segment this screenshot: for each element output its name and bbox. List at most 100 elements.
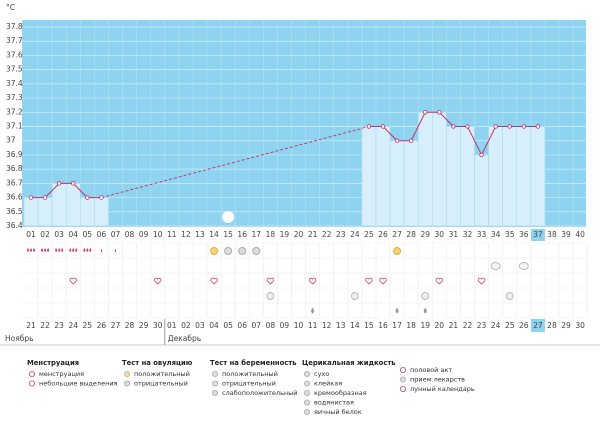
- menstruation-icon: [86, 248, 89, 252]
- temperature-point: [380, 124, 386, 129]
- x-tick-label: 30: [435, 230, 445, 239]
- intercourse-icon: [210, 277, 218, 285]
- date-label: 16: [378, 321, 388, 330]
- legend-icon: [28, 370, 35, 377]
- date-label: 17: [392, 321, 402, 330]
- legend-item: небольшие выделения: [39, 380, 118, 388]
- x-tick-label: 26: [378, 230, 388, 239]
- menstruation-icon: [55, 248, 58, 252]
- legend-icon: [399, 366, 406, 373]
- y-tick-label: 36.4: [6, 221, 23, 230]
- temperature-point: [56, 181, 62, 186]
- x-tick-label: 16: [237, 230, 247, 239]
- temperature-line: [31, 182, 102, 199]
- y-tick-label: 37.2: [6, 107, 23, 116]
- date-label: 20: [435, 321, 445, 330]
- date-label: 02: [181, 321, 191, 330]
- temperature-point: [28, 195, 34, 200]
- legend-item: отрицательный: [222, 380, 276, 388]
- y-tick-label: 37.4: [6, 79, 23, 88]
- x-tick-label: 04: [68, 230, 78, 239]
- x-tick-label: 29: [420, 230, 430, 239]
- cervical-fluid-icon: [423, 307, 427, 314]
- intercourse-icon: [266, 277, 275, 285]
- date-label: 23: [54, 321, 64, 330]
- menstruation-icon: [83, 248, 86, 252]
- intercourse-icon: [477, 277, 486, 285]
- temperature-bar: [446, 126, 461, 227]
- date-label: 09: [280, 321, 290, 330]
- y-axis-label: °C: [6, 3, 15, 12]
- legend-item: отрицательный: [134, 380, 188, 388]
- x-tick-label: 35: [505, 230, 515, 239]
- temperature-point: [71, 181, 76, 186]
- today-highlight: [530, 229, 545, 241]
- y-tick-label: 37.8: [6, 22, 23, 31]
- x-tick-label: 08: [125, 230, 135, 239]
- legend-item: сухо: [314, 370, 329, 378]
- legend-item: клейкая: [314, 380, 342, 388]
- legend-icon: [303, 408, 310, 415]
- x-tick-label: 11: [167, 230, 177, 239]
- date-label: 22: [40, 321, 50, 330]
- x-tick-label: 17: [252, 230, 262, 239]
- date-label: 14: [350, 321, 360, 330]
- legend-heading: Тест на беременность: [210, 359, 297, 367]
- y-tick-label: 36.5: [6, 207, 23, 216]
- intercourse-icon: [69, 277, 77, 285]
- x-tick-label: 09: [139, 230, 149, 239]
- menstruation-icon: [30, 248, 32, 252]
- x-tick-label: 32: [463, 230, 473, 239]
- medication-icon: [505, 292, 514, 300]
- temperature-bar: [460, 126, 475, 227]
- temperature-bar: [488, 126, 503, 227]
- x-tick-label: 38: [547, 230, 557, 239]
- temperature-point: [85, 195, 90, 200]
- legend-item: кремообразная: [314, 389, 367, 397]
- x-tick-label: 05: [83, 230, 93, 239]
- legend-heading: Тест на овуляцию: [122, 359, 193, 367]
- x-tick-label: 14: [209, 230, 219, 239]
- date-label: 24: [68, 321, 78, 330]
- temperature-bar: [389, 140, 405, 227]
- intercourse-icon: [154, 277, 162, 285]
- x-tick-label: 36: [519, 230, 529, 239]
- date-label: 05: [223, 321, 233, 330]
- legend-item: половой акт: [410, 366, 452, 374]
- y-tick-label: 37.6: [6, 50, 23, 59]
- x-tick-label: 15: [223, 230, 233, 239]
- x-tick-label: 22: [322, 230, 332, 239]
- month-label: Ноябрь: [5, 334, 34, 343]
- spotting-icon: [100, 249, 103, 252]
- temperature-point: [521, 124, 526, 129]
- ovulation-negative-icon: [238, 247, 247, 255]
- legend-icon: [124, 380, 131, 387]
- date-label: 21: [449, 321, 459, 330]
- pregnancy-negative-icon: [490, 262, 501, 270]
- temperature-bar: [530, 126, 546, 227]
- temperature-bar: [65, 183, 81, 227]
- x-tick-label: 40: [575, 230, 585, 239]
- temperature-point: [423, 110, 428, 115]
- date-label: 22: [463, 321, 473, 330]
- x-tick-label: 31: [449, 230, 459, 239]
- intercourse-icon: [365, 277, 373, 285]
- legend-icon: [303, 389, 310, 396]
- date-label: 27: [111, 321, 121, 330]
- intercourse-icon: [308, 277, 317, 285]
- moon-icon-bg: [222, 211, 235, 223]
- menstruation-icon: [47, 248, 50, 252]
- y-tick-label: 37.7: [6, 36, 23, 45]
- temperature-bar: [431, 111, 447, 227]
- temperature-bar: [23, 197, 39, 227]
- date-label: 30: [575, 321, 585, 330]
- temperature-bar: [94, 197, 109, 227]
- date-label: 26: [519, 321, 529, 330]
- legend-heading: Церикальная жидкость: [302, 359, 396, 367]
- date-label: 13: [336, 321, 346, 330]
- menstruation-icon: [41, 248, 44, 252]
- x-tick-label: 10: [153, 230, 163, 239]
- legend-item: лунный календарь: [410, 385, 475, 393]
- x-tick-label: 34: [491, 230, 501, 239]
- temperature-bar: [474, 154, 489, 227]
